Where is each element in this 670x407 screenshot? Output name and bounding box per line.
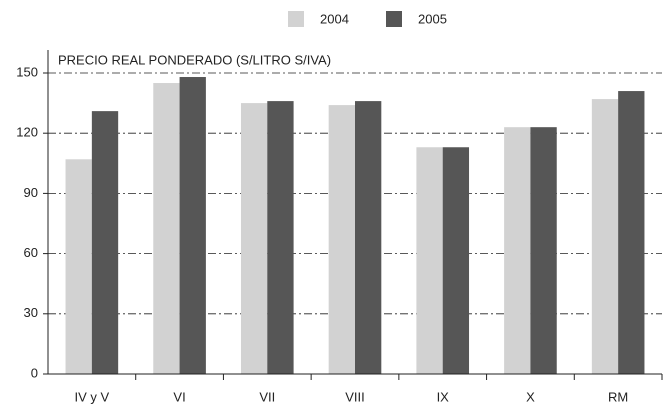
x-tick-label: IX	[437, 389, 450, 404]
x-tick-label: RM	[608, 389, 628, 404]
bar	[153, 83, 180, 375]
legend-label: 2004	[320, 11, 349, 26]
bar	[91, 111, 119, 375]
x-tick-label: VI	[173, 389, 185, 404]
bar	[355, 101, 382, 375]
bar	[530, 127, 557, 375]
x-tick-label: VII	[259, 389, 275, 404]
y-tick-label: 120	[16, 125, 38, 140]
x-tick-label: VIII	[345, 389, 365, 404]
y-tick-label: 90	[24, 185, 38, 200]
y-tick-label: 30	[24, 305, 38, 320]
x-tick-label: X	[526, 389, 535, 404]
y-axis-title: PRECIO REAL PONDERADO (S/LITRO S/IVA)	[58, 52, 331, 67]
bar	[267, 101, 294, 375]
bar	[591, 99, 619, 374]
bar	[65, 159, 92, 374]
legend-swatch	[386, 11, 402, 27]
y-tick-label: 150	[16, 64, 38, 79]
legend-swatch	[288, 11, 304, 27]
legend-label: 2005	[418, 11, 447, 26]
bar	[618, 91, 645, 374]
bar	[442, 147, 470, 374]
x-tick-label: IV y V	[75, 389, 110, 404]
y-tick-label: 60	[24, 245, 38, 260]
y-tick-label: 0	[31, 365, 38, 380]
bar	[328, 105, 355, 375]
bar	[179, 77, 206, 374]
bar	[504, 127, 531, 375]
bar	[416, 147, 443, 374]
bar	[240, 103, 268, 374]
